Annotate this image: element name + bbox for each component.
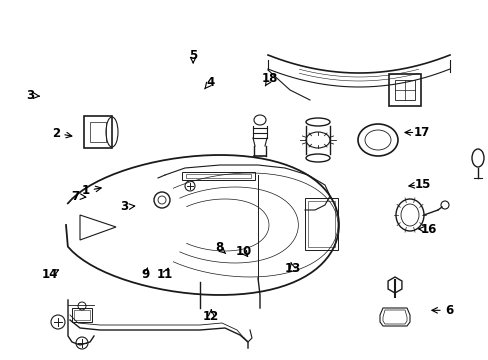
Text: 1: 1 xyxy=(81,184,89,197)
Text: 5: 5 xyxy=(189,49,197,62)
Text: 17: 17 xyxy=(412,126,429,139)
Text: 7: 7 xyxy=(72,190,80,203)
Text: 11: 11 xyxy=(157,268,173,281)
Text: 3: 3 xyxy=(26,89,34,102)
Text: 4: 4 xyxy=(206,76,214,89)
Text: 9: 9 xyxy=(142,268,149,281)
Text: 6: 6 xyxy=(444,304,452,317)
Text: 10: 10 xyxy=(235,245,251,258)
Text: 3: 3 xyxy=(121,201,128,213)
Text: 12: 12 xyxy=(203,310,219,323)
Text: 2: 2 xyxy=(52,127,60,140)
Text: 13: 13 xyxy=(284,262,300,275)
Text: 16: 16 xyxy=(420,223,437,236)
Text: 18: 18 xyxy=(261,72,278,85)
Text: 14: 14 xyxy=(41,268,58,281)
Text: 15: 15 xyxy=(414,178,430,191)
Text: 8: 8 xyxy=(215,241,223,254)
